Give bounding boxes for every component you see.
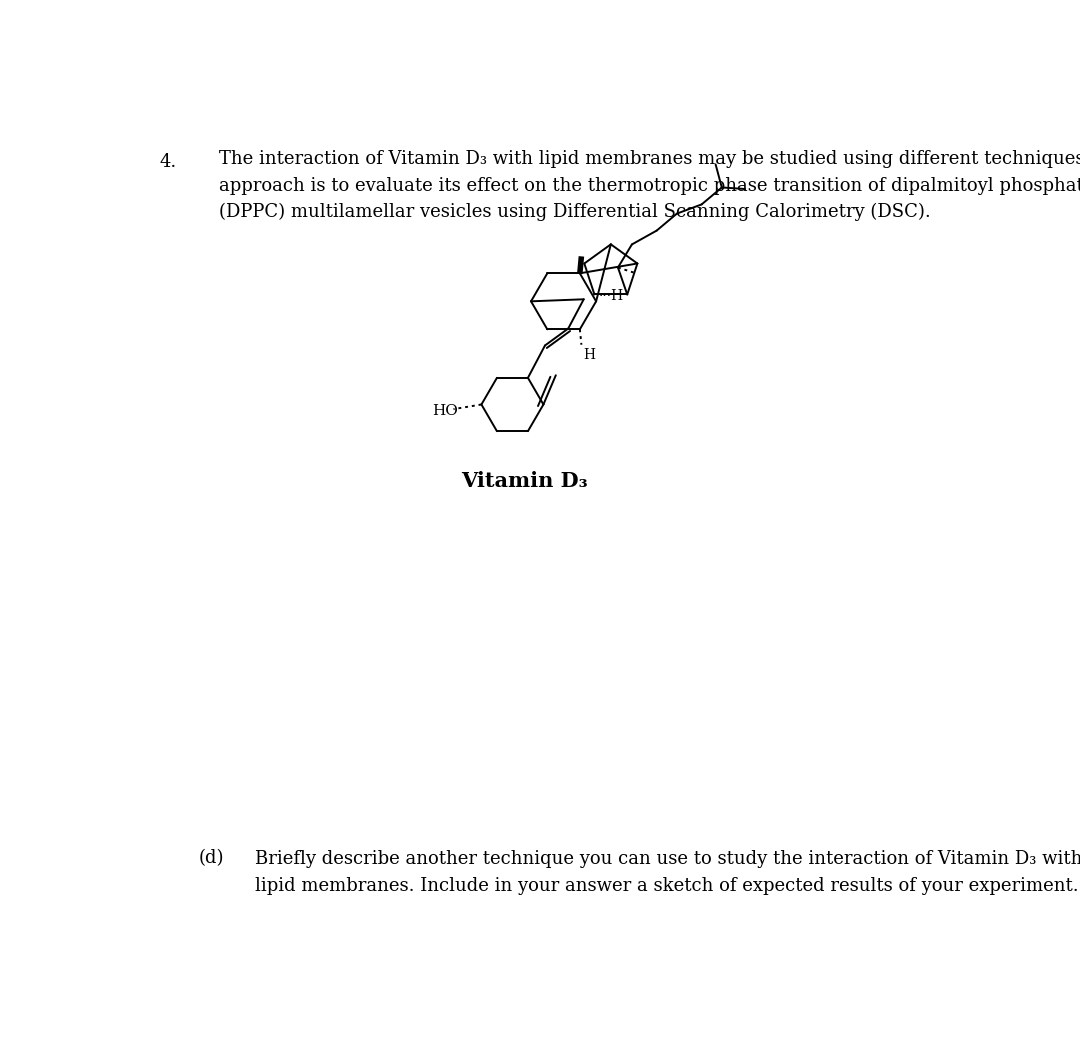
Text: Vitamin D₃: Vitamin D₃ — [461, 471, 589, 490]
Text: (DPPC) multilamellar vesicles using Differential Scanning Calorimetry (DSC).: (DPPC) multilamellar vesicles using Diff… — [218, 202, 931, 221]
Text: Briefly describe another technique you can use to study the interaction of Vitam: Briefly describe another technique you c… — [255, 850, 1080, 868]
Text: lipid membranes. Include in your answer a sketch of expected results of your exp: lipid membranes. Include in your answer … — [255, 876, 1079, 895]
Text: The interaction of Vitamin D₃ with lipid membranes may be studied using differen: The interaction of Vitamin D₃ with lipid… — [218, 151, 1080, 169]
Text: 4.: 4. — [160, 153, 177, 171]
Text: H: H — [583, 348, 595, 362]
Text: (d): (d) — [199, 850, 224, 868]
Text: approach is to evaluate its effect on the thermotropic phase transition of dipal: approach is to evaluate its effect on th… — [218, 176, 1080, 195]
Text: ···H: ···H — [598, 289, 623, 303]
Text: HO: HO — [432, 403, 458, 418]
